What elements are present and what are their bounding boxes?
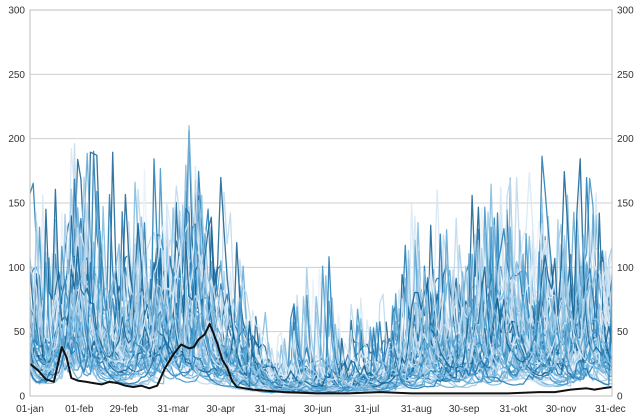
x-tick-label-31-dec: 31-dec: [595, 404, 626, 415]
x-tick-label-31-mar: 31-mar: [157, 404, 189, 415]
background-series-line-39: [29, 206, 613, 392]
x-tick-label-31-jul: 31-jul: [355, 404, 379, 415]
x-tick-label-30-sep: 30-sep: [449, 404, 480, 415]
y-tick-label-right-100: 100: [617, 263, 634, 274]
y-tick-label-left-300: 300: [8, 6, 25, 17]
x-tick-label-31-okt: 31-okt: [500, 404, 528, 415]
plot-frame: [29, 9, 613, 397]
y-tick-label-right-50: 50: [617, 327, 629, 338]
background-series-line-57: [29, 226, 613, 393]
y-tick-label-right-200: 200: [617, 134, 634, 145]
x-tick-label-31-maj: 31-maj: [255, 404, 286, 415]
background-series-line-60: [29, 221, 613, 390]
highlight-series-line-1: [29, 322, 613, 395]
y-tick-label-left-200: 200: [8, 134, 25, 145]
background-series-line-54: [29, 207, 613, 387]
x-tick-label-30-jun: 30-jun: [304, 404, 332, 415]
background-series-line-58: [29, 228, 613, 391]
y-tick-label-right-0: 0: [617, 392, 623, 403]
y-tick-label-left-100: 100: [8, 263, 25, 274]
background-series-bundle: [29, 125, 613, 395]
y-tick-label-left-250: 250: [8, 70, 25, 81]
y-tick-label-right-250: 250: [617, 70, 634, 81]
y-axis-right-tick-labels: 0 50 100 150 200 250 300: [617, 6, 634, 403]
y-tick-label-left-150: 150: [8, 199, 25, 210]
x-tick-label-31-aug: 31-aug: [401, 404, 432, 415]
y-tick-label-left-0: 0: [19, 392, 25, 403]
x-tick-label-30-apr: 30-apr: [206, 404, 236, 415]
background-series-line-50: [29, 199, 613, 387]
x-tick-label-29-feb: 29-feb: [110, 404, 139, 415]
y-tick-label-right-300: 300: [617, 6, 634, 17]
background-series-line-55: [29, 158, 613, 388]
x-tick-label-01-feb: 01-feb: [65, 404, 94, 415]
y-tick-label-left-50: 50: [14, 327, 26, 338]
highlight-series: [29, 322, 613, 395]
y-axis-left-tick-labels: 0 50 100 150 200 250 300: [8, 6, 25, 403]
x-tick-label-01-jan: 01-jan: [16, 404, 44, 415]
y-tick-label-right-150: 150: [617, 199, 634, 210]
background-series-line-53: [29, 223, 613, 388]
x-axis-tick-labels: 01-jan 01-feb 29-feb 31-mar 30-apr 31-maj 30-j…: [16, 404, 626, 415]
background-series-line-59: [29, 234, 613, 392]
x-tick-label-30-nov: 30-nov: [546, 404, 577, 415]
